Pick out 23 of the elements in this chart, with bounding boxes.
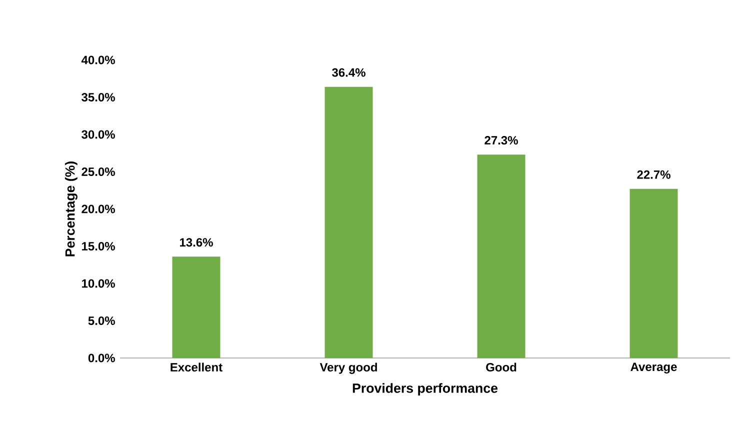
data-label: 13.6% — [180, 238, 213, 247]
y-axis-title: Percentage (%) — [64, 162, 78, 256]
bar — [324, 86, 373, 358]
data-label: 36.4% — [332, 68, 366, 77]
x-tick-label: Excellent — [170, 362, 222, 372]
y-tick-label: 5.0% — [88, 316, 115, 326]
y-tick-label: 15.0% — [82, 242, 115, 251]
x-tick-label: Good — [486, 362, 516, 372]
y-tick-label: 30.0% — [82, 130, 115, 139]
data-label: 27.3% — [484, 136, 518, 145]
y-tick-label: 20.0% — [82, 204, 115, 214]
data-label: 22.7% — [637, 170, 670, 179]
y-tick-label: 10.0% — [82, 279, 115, 288]
y-tick-label: 0.0% — [88, 354, 115, 362]
bar — [630, 188, 678, 358]
y-tick-label: 25.0% — [82, 167, 115, 176]
x-tick-label: Very good — [320, 362, 377, 374]
y-tick-label: 40.0% — [81, 56, 115, 64]
x-tick-label: Average — [630, 362, 677, 374]
bar — [172, 256, 220, 358]
x-axis-title: Providers performance — [352, 383, 498, 396]
bar — [477, 154, 526, 358]
y-tick-label: 35.0% — [82, 92, 115, 102]
